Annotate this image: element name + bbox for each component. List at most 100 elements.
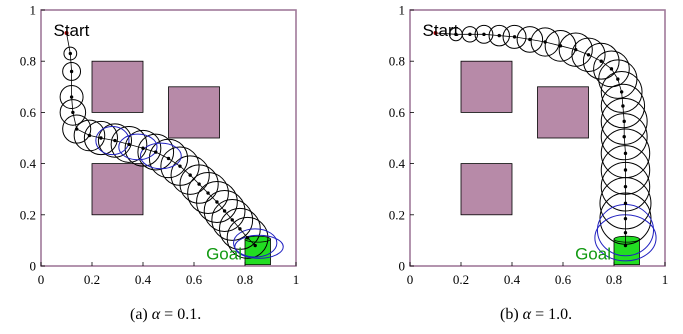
caption-b-prefix: (b) bbox=[500, 306, 523, 323]
belief-ellipse-2 bbox=[118, 133, 158, 161]
belief-circle-4 bbox=[59, 99, 87, 126]
y-tick-label-1: 0.2 bbox=[389, 207, 405, 222]
panel-b: 0 0.2 0.4 0.6 0.8 1 0 0.2 0.4 0.6 0.8 1 Start Goal bbox=[389, 3, 669, 288]
belief-circle-15 bbox=[179, 164, 219, 204]
trajectory-point-18 bbox=[623, 151, 628, 156]
trajectory-point-8 bbox=[558, 44, 563, 48]
y-tick-label-4: 0.8 bbox=[20, 54, 36, 69]
x-tick-label-0: 0 bbox=[407, 272, 414, 287]
trajectory-point-21 bbox=[623, 201, 628, 205]
trajectory-point-10 bbox=[141, 146, 145, 150]
trajectory-point-6 bbox=[87, 133, 92, 138]
belief-circle-14 bbox=[600, 70, 643, 113]
belief-ellipse-4 bbox=[233, 228, 278, 258]
caption-a-symbol: α bbox=[151, 306, 161, 323]
x-tick-label-3: 0.6 bbox=[186, 272, 203, 287]
belief-circle-12 bbox=[148, 138, 189, 179]
trajectory-point-1 bbox=[454, 32, 458, 37]
x-tick-label-4: 0.8 bbox=[237, 272, 253, 287]
belief-circle-1 bbox=[63, 46, 78, 61]
start-marker bbox=[433, 31, 438, 36]
start-marker bbox=[64, 31, 69, 36]
belief-circle-5 bbox=[502, 24, 527, 49]
trajectory-point-15 bbox=[197, 182, 201, 186]
trajectory-point-19 bbox=[623, 168, 628, 172]
trajectory-point-13 bbox=[616, 77, 620, 81]
trajectory-point-8 bbox=[113, 138, 117, 143]
belief-circle-9 bbox=[110, 125, 148, 163]
caption-a-value: = 0.1. bbox=[160, 306, 202, 323]
trajectory-point-14 bbox=[188, 173, 192, 177]
trajectory-point-11 bbox=[154, 150, 158, 154]
goal-label: Goal bbox=[575, 245, 611, 264]
belief-layer bbox=[435, 24, 657, 262]
y-tick-label-1: 0.2 bbox=[20, 207, 36, 222]
trajectory-point-7 bbox=[543, 40, 547, 44]
belief-circle-12 bbox=[593, 50, 630, 88]
trajectory-point-18 bbox=[222, 209, 227, 213]
x-tick-label-3: 0.6 bbox=[555, 272, 572, 287]
trajectory-point-2 bbox=[69, 69, 74, 74]
belief-circle-19 bbox=[211, 198, 254, 241]
panel-a: 0 0.2 0.4 0.6 0.8 1 0 0.2 0.4 0.6 0.8 1 Start Goal bbox=[20, 3, 300, 288]
trajectory-point-17 bbox=[622, 135, 626, 139]
belief-circle-4 bbox=[488, 24, 510, 47]
trajectory-point-11 bbox=[599, 59, 603, 63]
belief-circle-8 bbox=[97, 123, 133, 158]
trajectory-point-5 bbox=[75, 127, 79, 131]
trajectory-point-13 bbox=[178, 164, 182, 168]
x-tick-label-5: 1 bbox=[662, 272, 669, 287]
trajectory-point-12 bbox=[166, 156, 171, 161]
trajectory-point-1 bbox=[68, 51, 73, 56]
trajectory-point-3 bbox=[69, 95, 74, 99]
belief-circle-18 bbox=[203, 189, 246, 232]
belief-circle-9 bbox=[558, 32, 593, 67]
y-tick-label-3: 0.6 bbox=[389, 105, 406, 120]
trajectory-point-15 bbox=[621, 104, 625, 108]
trajectory-point-19 bbox=[230, 218, 234, 222]
trajectory-point-14 bbox=[619, 90, 624, 94]
belief-circle-14 bbox=[170, 155, 210, 195]
belief-circle-16 bbox=[187, 172, 229, 215]
belief-circle-7 bbox=[83, 120, 119, 156]
start-label: Start bbox=[423, 21, 459, 40]
caption-a-prefix: (a) bbox=[130, 306, 152, 323]
x-tick-label-2: 0.4 bbox=[504, 272, 521, 287]
belief-ellipse-1 bbox=[95, 125, 130, 156]
belief-circle-8 bbox=[544, 29, 577, 62]
goal-region bbox=[244, 238, 271, 266]
caption-a: (a) α = 0.1. bbox=[130, 306, 201, 324]
y-tick-label-0: 0 bbox=[399, 259, 406, 274]
trajectory-point-23 bbox=[623, 231, 628, 235]
trajectory-point-2 bbox=[468, 32, 472, 37]
start-label: Start bbox=[54, 21, 90, 40]
y-tick-label-4: 0.8 bbox=[389, 54, 405, 69]
trajectory-point-7 bbox=[99, 136, 103, 140]
belief-circle-10 bbox=[124, 129, 162, 167]
trajectory-point-20 bbox=[238, 227, 242, 231]
belief-ellipse-5 bbox=[234, 234, 284, 259]
belief-circle-7 bbox=[530, 27, 560, 57]
caption-b-value: = 1.0. bbox=[531, 306, 573, 323]
y-tick-label-5: 1 bbox=[30, 3, 37, 18]
y-tick-label-3: 0.6 bbox=[20, 105, 37, 120]
y-tick-label-2: 0.4 bbox=[389, 156, 406, 171]
trajectory-point-24 bbox=[623, 243, 628, 248]
belief-circle-6 bbox=[73, 119, 106, 152]
belief-circle-16 bbox=[600, 97, 648, 145]
trajectory-point-6 bbox=[528, 37, 532, 42]
trajectory-point-22 bbox=[623, 216, 628, 221]
x-tick-label-1: 0.2 bbox=[84, 272, 100, 287]
y-tick-label-0: 0 bbox=[30, 259, 37, 274]
x-tick-label-5: 1 bbox=[293, 272, 300, 287]
trajectory-point-22 bbox=[253, 243, 257, 248]
trajectory-point-3 bbox=[482, 32, 486, 37]
belief-circle-10 bbox=[571, 37, 606, 72]
belief-ellipse-3 bbox=[139, 142, 182, 170]
caption-b-symbol: α bbox=[522, 306, 532, 323]
belief-circle-11 bbox=[137, 133, 175, 171]
belief-circle-21 bbox=[226, 216, 269, 259]
belief-circle-11 bbox=[582, 42, 620, 80]
obstacle-2 bbox=[537, 86, 589, 139]
